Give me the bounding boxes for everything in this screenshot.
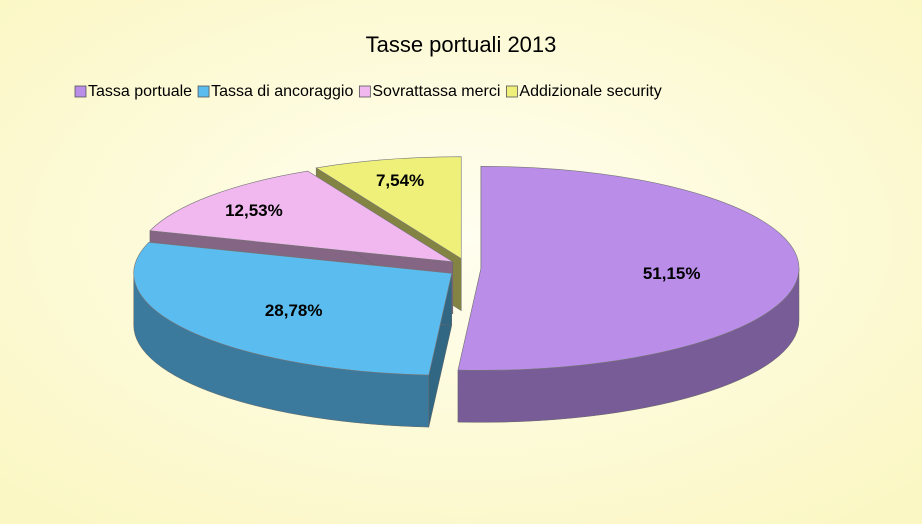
data-label: 28,78% [265, 301, 323, 320]
legend-label: Addizionale security [519, 83, 661, 100]
legend-swatch [358, 85, 371, 98]
legend-label: Tassa di ancoraggio [211, 83, 353, 100]
data-label: 12,53% [225, 201, 283, 220]
legend-swatch [74, 85, 87, 98]
legend-label: Sovrattassa merci [372, 83, 500, 100]
slice [457, 166, 800, 371]
data-label: 51,15% [643, 264, 701, 283]
legend-swatch [197, 85, 210, 98]
chart-title: Tasse portuali 2013 [366, 32, 557, 57]
slice [315, 156, 462, 260]
slice [133, 241, 453, 376]
data-label: 7,54% [376, 171, 424, 190]
legend-swatch [506, 85, 518, 98]
legend-label: Tassa portuale [88, 83, 192, 100]
slice [149, 170, 453, 263]
